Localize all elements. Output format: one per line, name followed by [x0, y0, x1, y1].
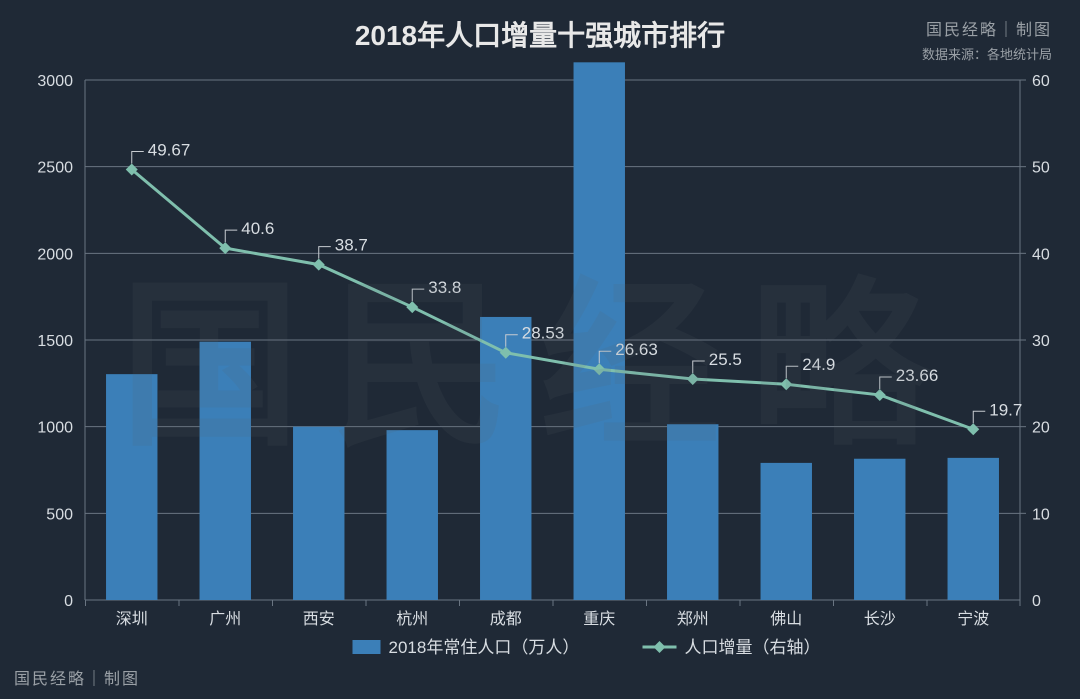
chart-container: 2018年人口增量十强城市排行 国民经略｜制图 数据来源：各地统计局 国民经略 …	[0, 0, 1080, 699]
line-marker	[313, 259, 325, 271]
line-data-label: 33.8	[428, 278, 461, 297]
line-data-label: 38.7	[335, 236, 368, 255]
bar	[574, 62, 625, 600]
line-data-label: 26.63	[615, 340, 658, 359]
credit-top: 国民经略｜制图	[926, 16, 1052, 40]
x-category: 长沙	[864, 610, 896, 628]
bar	[667, 424, 718, 600]
line-data-label: 24.9	[802, 355, 835, 374]
x-category: 广州	[209, 610, 241, 628]
y-right-tick: 10	[1032, 506, 1050, 523]
y-right-tick: 50	[1032, 160, 1050, 177]
line-data-label: 49.67	[148, 141, 191, 160]
bar	[854, 459, 905, 600]
y-right-tick: 60	[1032, 73, 1050, 90]
y-left-tick: 1000	[37, 420, 73, 437]
legend-bar-swatch	[353, 640, 381, 654]
y-left-tick: 0	[64, 593, 73, 610]
x-category: 杭州	[396, 610, 428, 628]
data-source: 数据来源：各地统计局	[922, 44, 1052, 63]
bar	[200, 342, 251, 600]
line-marker	[967, 423, 979, 435]
y-left-tick: 2500	[37, 160, 73, 177]
line-marker	[874, 389, 886, 401]
line-data-label: 28.53	[522, 324, 565, 343]
x-category: 宁波	[957, 610, 989, 628]
x-category: 佛山	[770, 610, 802, 628]
y-left-tick: 500	[46, 506, 73, 523]
line-series	[132, 170, 974, 430]
line-data-label: 40.6	[241, 219, 274, 238]
chart-title: 2018年人口增量十强城市排行	[0, 14, 1080, 54]
y-left-tick: 1500	[37, 333, 73, 350]
y-left-tick: 3000	[37, 73, 73, 90]
y-right-tick: 20	[1032, 420, 1050, 437]
y-right-tick: 30	[1032, 333, 1050, 350]
line-data-label: 25.5	[709, 350, 742, 369]
x-category: 西安	[303, 610, 335, 628]
y-right-tick: 0	[1032, 593, 1041, 610]
chart-svg: 0 500 1000 1500 2000 2500 3000 0 10 20 30 40 50 60 深圳 广…	[0, 0, 1080, 699]
y-right-tick: 40	[1032, 246, 1050, 263]
line-marker	[780, 378, 792, 390]
credit-bottom: 国民经略｜制图	[14, 665, 140, 689]
legend-line-label: 人口增量（右轴）	[685, 638, 821, 657]
line-marker	[687, 373, 699, 385]
x-category: 重庆	[583, 610, 615, 628]
y-left-tick: 2000	[37, 246, 73, 263]
bar	[948, 458, 999, 600]
bar	[387, 430, 438, 600]
bar	[106, 374, 157, 600]
x-category: 深圳	[116, 610, 148, 628]
legend-bar-label: 2018年常住人口（万人）	[389, 638, 580, 657]
bar	[761, 463, 812, 600]
bar	[480, 317, 531, 600]
line-marker	[406, 301, 418, 313]
line-data-label: 19.7	[989, 400, 1022, 419]
line-data-label: 23.66	[896, 366, 939, 385]
x-category: 郑州	[677, 610, 709, 628]
bar	[293, 427, 344, 600]
x-category: 成都	[490, 610, 522, 628]
